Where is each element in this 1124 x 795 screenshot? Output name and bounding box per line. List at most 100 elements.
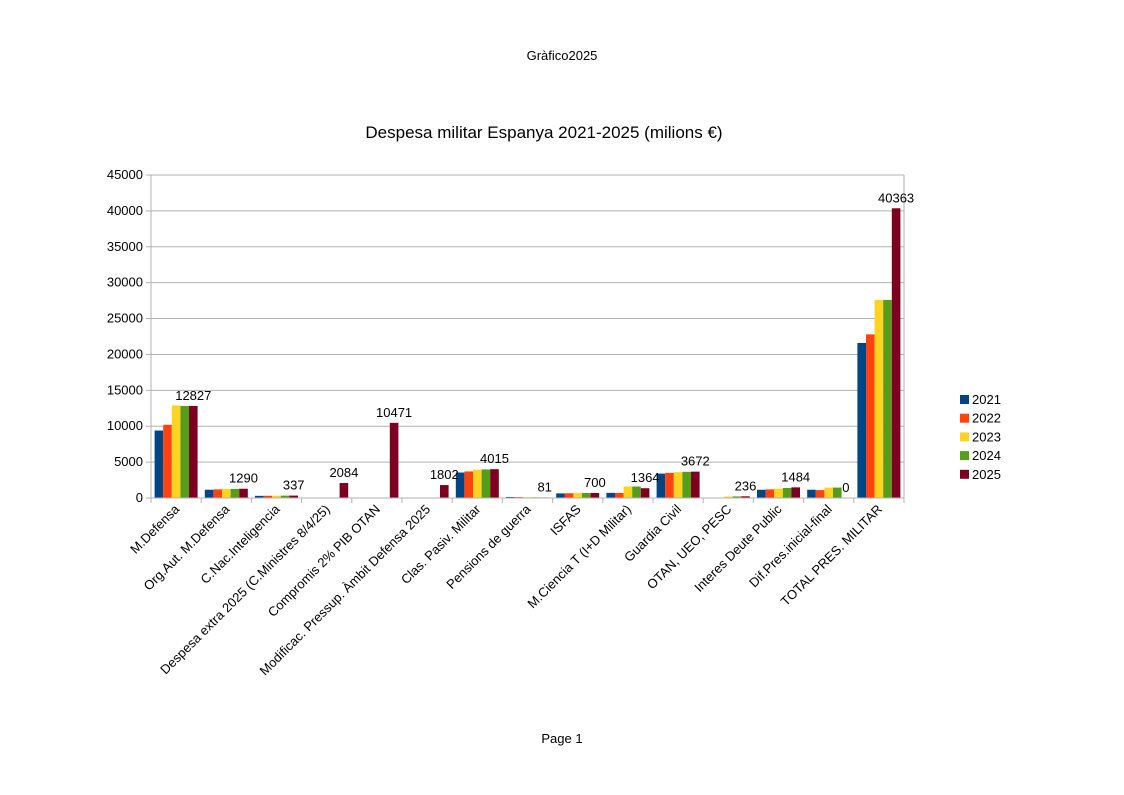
bar-2023-10	[673, 472, 683, 498]
bar-2024-1	[230, 488, 240, 498]
bar-2024-14	[883, 299, 892, 498]
bar-2021-9	[606, 492, 615, 498]
bar-2024-8	[582, 493, 591, 498]
x-tick-label: Pensions de guerra	[443, 501, 534, 592]
bar-2023-12	[774, 488, 783, 498]
bar-2023-14	[874, 299, 884, 498]
page-header: Gràfico2025	[526, 48, 598, 63]
bar-2024-6	[481, 469, 491, 498]
data-label: 1290	[229, 471, 258, 486]
data-label: 81	[537, 479, 551, 494]
bar-2023-6	[473, 469, 482, 498]
bars	[154, 208, 901, 499]
x-tick-label: M.Ciencia T (I+D Militar)	[524, 502, 634, 612]
data-label: 2084	[329, 465, 358, 480]
data-label: 1364	[631, 470, 660, 485]
chart-title: Despesa militar Espanya 2021-2025 (milio…	[365, 123, 722, 142]
bar-2024-2	[280, 495, 290, 498]
data-labels: 12827 1290 337 2084 10471 1802 4015 81 700 1364 36…	[175, 190, 914, 495]
y-tick-label: 25000	[107, 311, 143, 326]
bar-2021-10	[656, 473, 666, 498]
data-label: 1484	[781, 469, 810, 484]
y-tick-label: 10000	[107, 418, 143, 433]
data-label: 40363	[878, 190, 914, 205]
bar-2023-2	[272, 495, 281, 498]
bar-2021-1	[204, 489, 214, 498]
bar-2025-6	[490, 469, 499, 498]
bar-2023-1	[222, 489, 231, 498]
bar-2021-14	[857, 342, 866, 498]
bar-2025-2	[289, 495, 298, 498]
bar-2022-12	[765, 489, 775, 498]
bar-2022-10	[665, 472, 674, 498]
bar-2024-9	[632, 486, 641, 498]
x-tick-label: Interes Deute Public	[691, 501, 785, 595]
bar-2021-7	[506, 496, 515, 498]
bar-2025-4	[389, 422, 399, 498]
data-label: 4015	[480, 451, 509, 466]
y-tick-label: 45000	[107, 167, 143, 182]
bar-2022-13	[815, 490, 825, 498]
bar-2025-12	[791, 487, 800, 498]
bar-2024-13	[833, 487, 842, 498]
bar-2025-9	[640, 488, 650, 498]
data-label: 12827	[175, 388, 211, 403]
legend: 2021 2022 2023 2024 2025	[960, 392, 1001, 482]
legend-swatch-2022	[960, 413, 969, 423]
data-label: 0	[842, 480, 849, 495]
bar-2021-13	[807, 489, 816, 498]
y-tick-label: 5000	[114, 454, 143, 469]
x-tick-label: Org.Aut. M.Defensa	[141, 501, 233, 593]
page-footer: Page 1	[541, 731, 583, 746]
bar-2025-8	[590, 492, 600, 498]
bar-2022-9	[615, 492, 624, 498]
legend-swatch-2023	[960, 432, 969, 442]
bar-2021-2	[255, 495, 264, 498]
legend-label-2022: 2022	[972, 411, 1001, 426]
bar-2023-11	[724, 496, 733, 498]
bar-2022-14	[866, 334, 875, 498]
y-tick-label: 35000	[107, 239, 143, 254]
legend-swatch-2024	[960, 451, 969, 461]
y-tick-label: 15000	[107, 382, 143, 397]
x-tick-label: ISFAS	[547, 501, 584, 538]
y-tick-label: 20000	[107, 346, 143, 361]
chart-grid	[151, 174, 905, 499]
bar-2022-0	[163, 424, 172, 498]
bar-2023-0	[171, 405, 181, 498]
bar-2025-5	[440, 485, 449, 498]
bar-2025-0	[189, 405, 198, 498]
legend-swatch-2021	[960, 395, 969, 404]
bar-2025-14	[891, 208, 901, 498]
bar-2024-11	[732, 496, 742, 498]
bar-2022-2	[263, 495, 273, 498]
y-tick-label: 0	[136, 490, 143, 505]
bar-2023-9	[623, 486, 633, 498]
bar-2023-13	[824, 487, 833, 498]
bar-2021-8	[556, 493, 565, 498]
bar-2023-8	[573, 493, 582, 498]
data-label: 337	[283, 478, 305, 493]
legend-label-2025: 2025	[972, 467, 1001, 482]
x-tick-label: OTAN, UEO, PESC	[644, 502, 735, 593]
data-label: 1802	[430, 467, 459, 482]
bar-2022-1	[213, 489, 222, 498]
data-label: 700	[584, 475, 606, 490]
legend-label-2023: 2023	[972, 429, 1001, 444]
data-label: 3672	[681, 454, 710, 469]
legend-label-2021: 2021	[972, 392, 1001, 407]
bar-2022-8	[564, 493, 574, 498]
bar-2024-0	[180, 405, 189, 498]
bar-2022-6	[464, 471, 473, 498]
bar-2025-1	[239, 488, 248, 498]
legend-swatch-2025	[960, 469, 969, 479]
bar-2024-12	[782, 487, 792, 498]
bar-2021-0	[154, 430, 164, 498]
bar-2025-10	[691, 471, 700, 498]
data-label: 236	[735, 478, 757, 493]
y-tick-label: 30000	[107, 275, 143, 290]
bar-2025-3	[339, 483, 349, 498]
x-tick-label: TOTAL PRES. MILITAR	[778, 502, 885, 609]
